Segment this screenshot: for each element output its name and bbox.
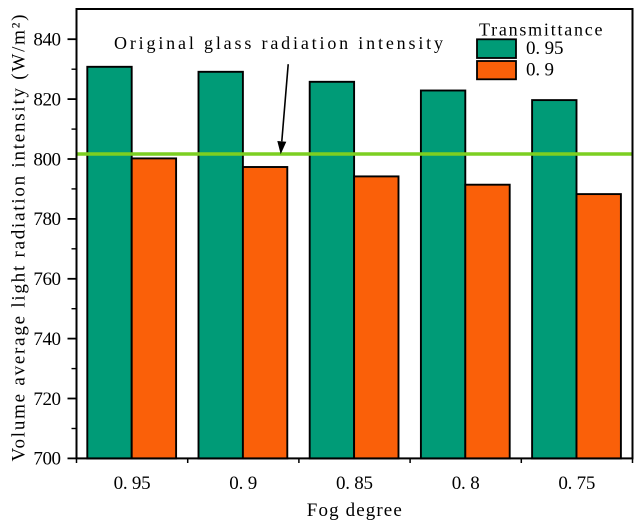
svg-text:0. 9: 0. 9 bbox=[229, 473, 257, 494]
svg-text:820: 820 bbox=[33, 89, 61, 110]
svg-text:0. 95: 0. 95 bbox=[526, 38, 564, 59]
svg-text:Fog degree: Fog degree bbox=[307, 500, 402, 521]
svg-text:760: 760 bbox=[33, 269, 61, 290]
svg-text:700: 700 bbox=[33, 449, 61, 470]
svg-text:Volume average light radiation: Volume average light radiation intensity… bbox=[9, 15, 30, 462]
svg-text:800: 800 bbox=[33, 149, 61, 170]
svg-text:0. 9: 0. 9 bbox=[526, 60, 554, 81]
svg-text:0. 95: 0. 95 bbox=[114, 473, 151, 494]
svg-text:0. 75: 0. 75 bbox=[558, 473, 595, 494]
svg-text:Transmittance: Transmittance bbox=[479, 20, 603, 40]
svg-text:840: 840 bbox=[33, 30, 61, 51]
svg-text:0. 85: 0. 85 bbox=[336, 473, 373, 494]
svg-text:720: 720 bbox=[33, 389, 61, 410]
svg-text:0. 8: 0. 8 bbox=[452, 473, 480, 494]
svg-text:740: 740 bbox=[33, 329, 61, 350]
svg-text:780: 780 bbox=[33, 209, 61, 230]
